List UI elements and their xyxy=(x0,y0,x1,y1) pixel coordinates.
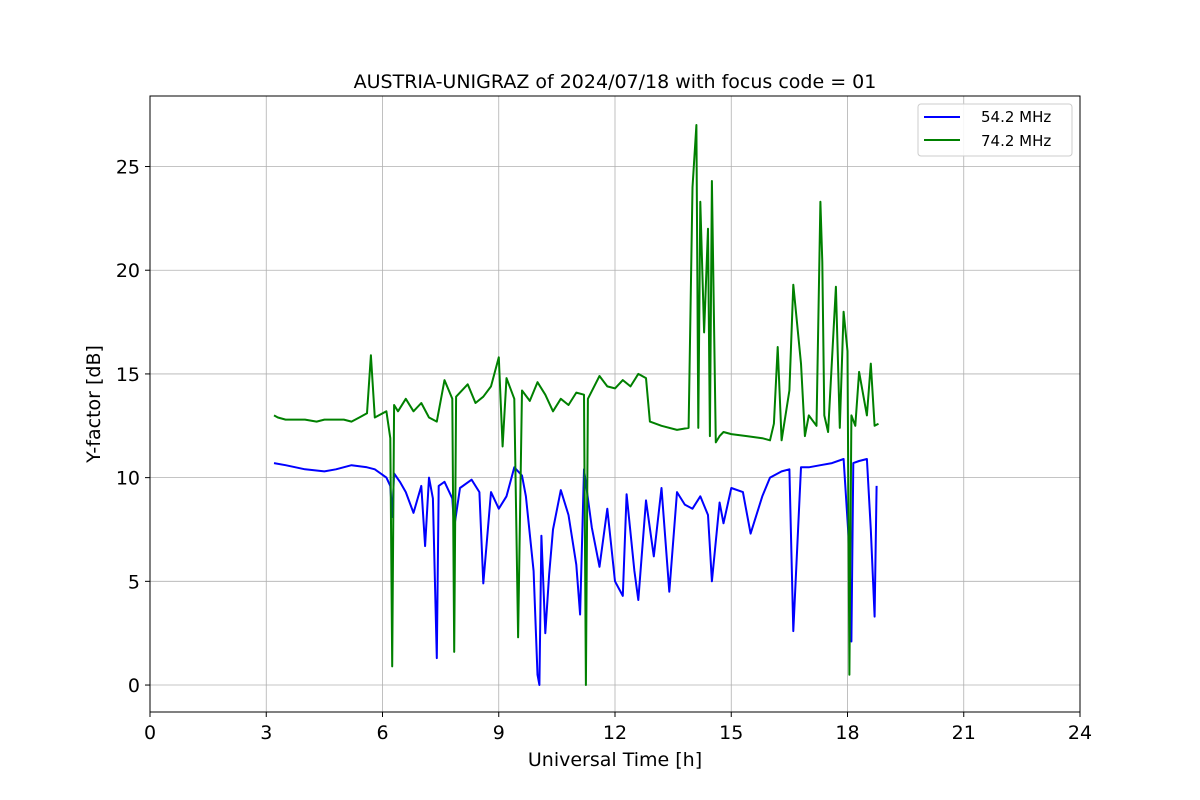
x-tick-label: 9 xyxy=(493,722,505,744)
x-tick-label: 21 xyxy=(952,722,976,744)
x-tick-label: 12 xyxy=(603,722,627,744)
legend-label-54-2-mhz: 54.2 MHz xyxy=(981,108,1051,126)
x-tick-label: 3 xyxy=(260,722,272,744)
y-tick-label: 0 xyxy=(128,675,140,697)
y-tick-label: 5 xyxy=(128,571,140,593)
x-tick-label: 0 xyxy=(144,722,156,744)
chart-title: AUSTRIA-UNIGRAZ of 2024/07/18 with focus… xyxy=(354,71,877,93)
y-tick-label: 25 xyxy=(116,157,140,179)
x-tick-label: 6 xyxy=(376,722,388,744)
legend: 54.2 MHz 74.2 MHz xyxy=(917,103,1073,157)
axis-ticks: 0 3 6 9 12 15 18 21 24 0 5 10 15 20 25 xyxy=(116,157,1092,744)
x-axis-label: Universal Time [h] xyxy=(528,749,702,771)
y-tick-label: 15 xyxy=(116,364,140,386)
series-line-54-2-mhz xyxy=(273,458,878,686)
series-group xyxy=(273,124,879,686)
x-tick-label: 18 xyxy=(835,722,859,744)
y-tick-label: 20 xyxy=(116,260,140,282)
y-axis-label: Y-factor [dB] xyxy=(83,345,105,464)
y-tick-label: 10 xyxy=(116,468,140,490)
legend-label-74-2-mhz: 74.2 MHz xyxy=(981,132,1051,150)
series-line-74-2-mhz xyxy=(273,124,879,686)
x-tick-label: 24 xyxy=(1068,722,1092,744)
x-tick-label: 15 xyxy=(719,722,743,744)
